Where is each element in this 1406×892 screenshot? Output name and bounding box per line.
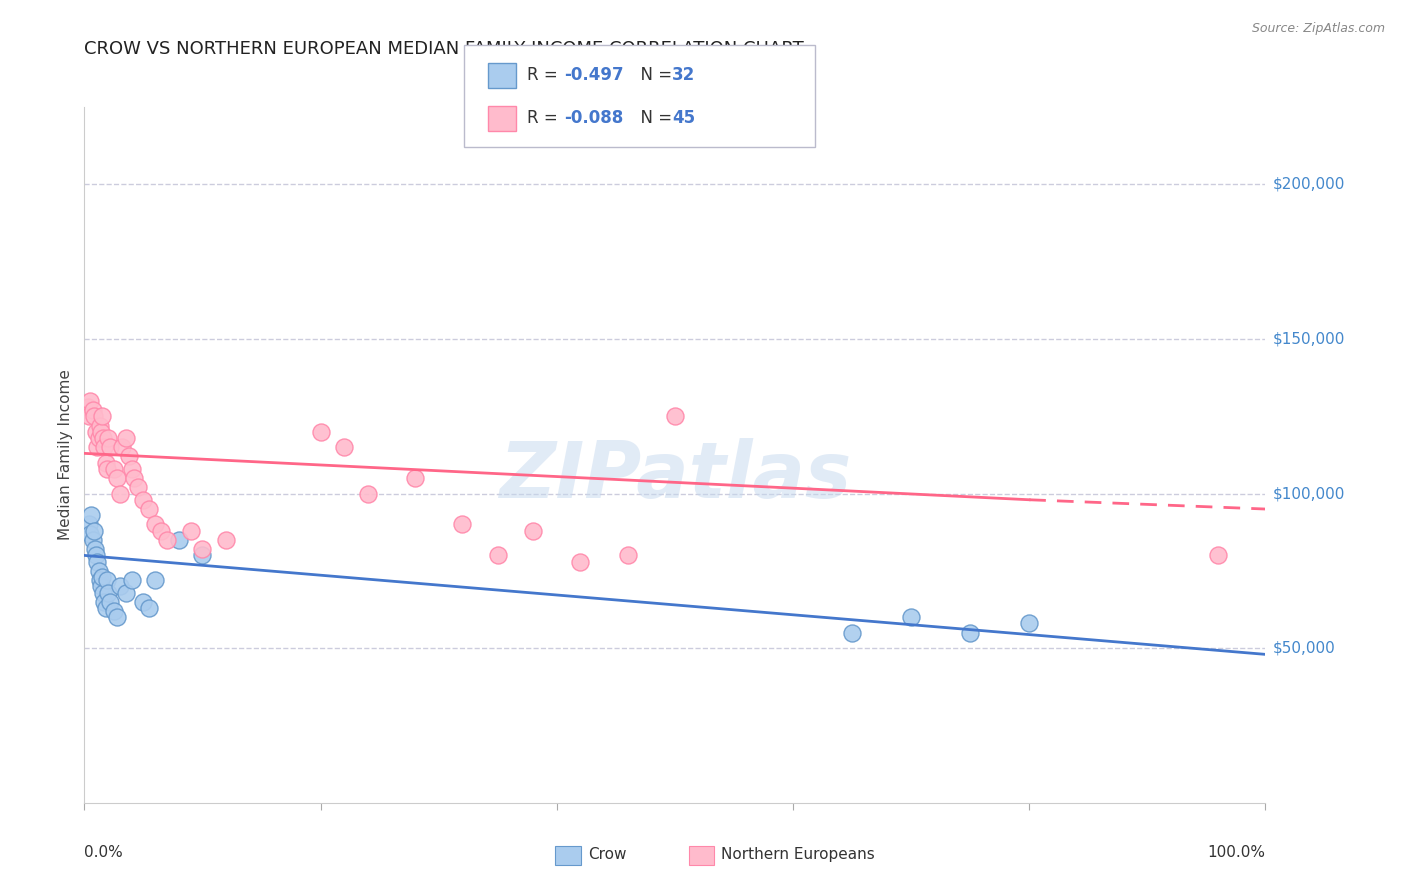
- Point: [77, 409, 100, 424]
- Point: [93, 440, 115, 454]
- Point: [107, 471, 129, 485]
- Point: [94, 456, 117, 470]
- Point: [77, 517, 100, 532]
- Text: R =: R =: [527, 66, 564, 84]
- Text: 0.0%: 0.0%: [84, 845, 124, 860]
- Text: N =: N =: [630, 66, 678, 84]
- Text: $100,000: $100,000: [1272, 486, 1344, 501]
- Point: [143, 573, 166, 587]
- Point: [103, 604, 125, 618]
- Point: [122, 471, 145, 485]
- Point: [118, 450, 141, 464]
- Point: [82, 533, 104, 547]
- Point: [82, 403, 104, 417]
- Point: [569, 555, 592, 569]
- Point: [486, 549, 509, 563]
- Point: [132, 595, 155, 609]
- Point: [84, 549, 107, 563]
- Point: [86, 555, 108, 569]
- Point: [91, 570, 114, 584]
- Text: 100.0%: 100.0%: [1208, 845, 1265, 860]
- Y-axis label: Median Family Income: Median Family Income: [58, 369, 73, 541]
- Text: $50,000: $50,000: [1272, 640, 1336, 656]
- Point: [89, 418, 111, 433]
- Text: $200,000: $200,000: [1272, 177, 1344, 192]
- Point: [900, 610, 922, 624]
- Point: [111, 440, 134, 454]
- Point: [333, 440, 356, 454]
- Point: [87, 564, 110, 578]
- Point: [664, 409, 686, 424]
- Point: [132, 492, 155, 507]
- Point: [83, 409, 105, 424]
- Point: [138, 502, 160, 516]
- Point: [127, 480, 149, 494]
- Point: [114, 431, 136, 445]
- Point: [86, 440, 108, 454]
- Point: [522, 524, 544, 538]
- Text: ZIPatlas: ZIPatlas: [499, 438, 851, 514]
- Point: [79, 393, 101, 408]
- Point: [841, 625, 863, 640]
- Point: [616, 549, 638, 563]
- Point: [191, 549, 214, 563]
- Point: [107, 610, 129, 624]
- Point: [121, 462, 143, 476]
- Point: [83, 524, 105, 538]
- Point: [150, 524, 173, 538]
- Point: [84, 542, 107, 557]
- Point: [90, 579, 112, 593]
- Point: [156, 533, 179, 547]
- Point: [91, 431, 114, 445]
- Point: [121, 573, 143, 587]
- Point: [93, 595, 115, 609]
- Text: Northern Europeans: Northern Europeans: [721, 847, 875, 862]
- Point: [103, 462, 125, 476]
- Point: [138, 601, 160, 615]
- Point: [96, 462, 118, 476]
- Text: Crow: Crow: [588, 847, 626, 862]
- Text: N =: N =: [630, 110, 678, 128]
- Point: [404, 471, 426, 485]
- Point: [191, 542, 214, 557]
- Point: [143, 517, 166, 532]
- Text: -0.497: -0.497: [564, 66, 623, 84]
- Point: [79, 526, 101, 541]
- Point: [94, 601, 117, 615]
- Point: [77, 400, 100, 414]
- Point: [114, 585, 136, 599]
- Point: [90, 425, 112, 439]
- Point: [96, 573, 118, 587]
- Text: 45: 45: [672, 110, 695, 128]
- Point: [309, 425, 332, 439]
- Text: $150,000: $150,000: [1272, 332, 1344, 346]
- Point: [451, 517, 474, 532]
- Text: R =: R =: [527, 110, 564, 128]
- Point: [91, 409, 114, 424]
- Text: 32: 32: [672, 66, 696, 84]
- Point: [84, 425, 107, 439]
- Point: [89, 573, 111, 587]
- Point: [87, 431, 110, 445]
- Point: [180, 524, 202, 538]
- Point: [91, 585, 114, 599]
- Point: [97, 585, 120, 599]
- Point: [98, 440, 121, 454]
- Point: [108, 579, 131, 593]
- Text: -0.088: -0.088: [564, 110, 623, 128]
- Text: Source: ZipAtlas.com: Source: ZipAtlas.com: [1251, 22, 1385, 36]
- Point: [215, 533, 238, 547]
- Point: [167, 533, 190, 547]
- Point: [97, 431, 120, 445]
- Point: [80, 508, 103, 523]
- Point: [1018, 616, 1040, 631]
- Point: [959, 625, 981, 640]
- Point: [1206, 549, 1229, 563]
- Point: [98, 595, 121, 609]
- Point: [357, 486, 380, 500]
- Point: [108, 486, 131, 500]
- Text: CROW VS NORTHERN EUROPEAN MEDIAN FAMILY INCOME CORRELATION CHART: CROW VS NORTHERN EUROPEAN MEDIAN FAMILY …: [84, 40, 804, 58]
